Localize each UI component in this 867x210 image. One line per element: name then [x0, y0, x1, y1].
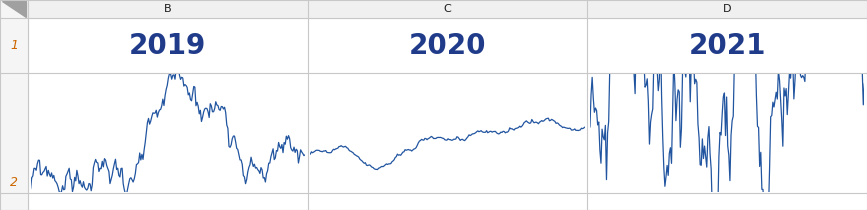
Text: 1: 1 [10, 39, 18, 52]
Text: D: D [723, 4, 732, 14]
Polygon shape [2, 1, 26, 17]
Text: 2021: 2021 [688, 32, 766, 59]
Text: 2020: 2020 [408, 32, 486, 59]
Bar [0, 0, 867, 18]
Bar [0, 0, 28, 210]
Text: 2: 2 [10, 176, 18, 189]
Text: 2019: 2019 [129, 32, 206, 59]
Text: C: C [444, 4, 452, 14]
Text: B: B [164, 4, 172, 14]
